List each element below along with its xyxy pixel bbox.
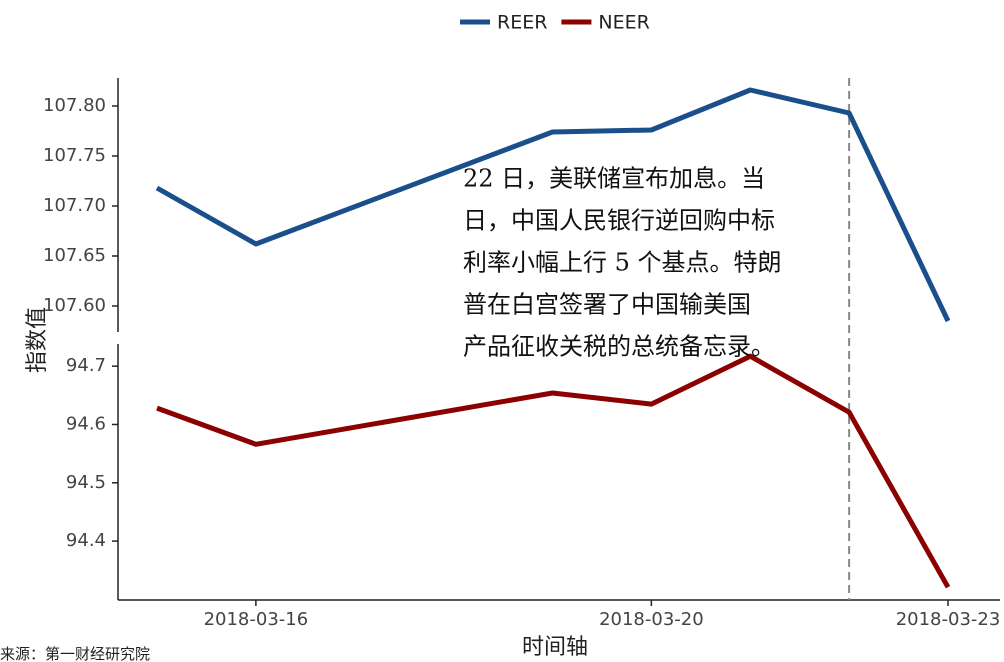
annotation: 产品征收关税的总统备忘录。	[463, 333, 775, 361]
x-tick-label: 2018-03-20	[599, 609, 704, 630]
y-tick-label: 94.6	[66, 413, 106, 434]
annotation: 日，中国人民银行逆回购中标	[463, 207, 775, 235]
legend-label: REER	[497, 12, 547, 34]
annotation: 普在白宫签署了中国输美国	[463, 291, 751, 319]
series-line	[156, 353, 951, 589]
y-tick-label: 107.65	[43, 245, 106, 266]
y-tick-label: 94.5	[66, 472, 106, 493]
source: 来源：第一财经研究院	[0, 645, 150, 662]
annotation: 22 日，美联储宣布加息。当	[463, 165, 765, 193]
x-tick-label: 2018-03-23	[896, 609, 1001, 630]
y-tick-label: 107.80	[43, 95, 106, 116]
x-tick-label: 2018-03-16	[204, 609, 309, 630]
series-line	[155, 87, 951, 323]
y-axis-label: 指数值	[25, 307, 50, 373]
y-tick-label: 107.70	[43, 195, 106, 216]
x-axis-label: 时间轴	[522, 635, 588, 660]
legend-label: NEER	[598, 12, 649, 34]
annotation: 利率小幅上行 5 个基点。特朗	[463, 249, 782, 277]
y-tick-label: 94.7	[66, 355, 106, 376]
y-tick-label: 107.75	[43, 145, 106, 166]
y-tick-label: 107.60	[43, 295, 106, 316]
y-tick-label: 94.4	[66, 530, 106, 551]
